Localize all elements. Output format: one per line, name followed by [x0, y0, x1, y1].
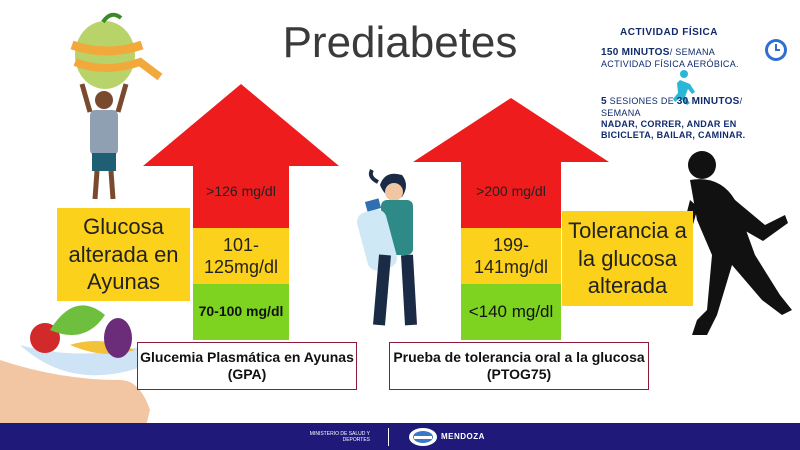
activity-minutes: 150 MINUTOS: [601, 47, 670, 58]
footer-bar: [0, 423, 800, 450]
runner-silhouette-icon: [680, 151, 792, 335]
left-red-arrow: [143, 84, 339, 229]
footer-province: MENDOZA: [441, 432, 485, 441]
activity-session-minutes: 30 MINUTOS: [676, 96, 740, 107]
right-mid-value: 199-141mg/dl: [461, 228, 561, 284]
footer-ministry: MINISTERIO DE SALUD Y DEPORTES: [309, 431, 370, 443]
right-test-label: Prueba de tolerancia oral a la glucosa (…: [389, 342, 649, 390]
left-mid-value: 101-125mg/dl: [193, 228, 289, 284]
clock-icon: [765, 39, 787, 61]
apple-measuring-tape-icon: [70, 12, 163, 89]
right-red-arrow: [413, 98, 609, 233]
woman-with-water-bottle-icon: [356, 169, 417, 326]
activity-line1: 150 MINUTOS/ SEMANA ACTIVIDAD FÍSICA AER…: [601, 47, 771, 70]
fruit-plate-icon: [0, 305, 170, 430]
mendoza-seal-icon: [409, 428, 437, 446]
man-holding-apple-icon: [79, 83, 129, 200]
activity-title: ACTIVIDAD FÍSICA: [620, 27, 718, 38]
activity-aerobic: ACTIVIDAD FÍSICA AERÓBICA.: [601, 59, 739, 69]
activity-slash: /: [739, 96, 743, 106]
left-test-label: Glucemia Plasmática en Ayunas (GPA): [137, 342, 357, 390]
activity-week: SEMANA: [601, 108, 641, 118]
left-condition-label: Glucosa alterada en Ayunas: [57, 208, 190, 301]
activity-per-week: / SEMANA: [669, 47, 716, 57]
right-high-value: >200 mg/dl: [476, 183, 546, 200]
right-condition-label: Tolerancia a la glucosa alterada: [562, 211, 693, 306]
activity-line2: 5 SESIONES DE 30 MINUTOS/ SEMANA NADAR, …: [601, 96, 781, 140]
left-high-value: >126 mg/dl: [206, 183, 276, 200]
right-low-value: <140 mg/dl: [461, 284, 561, 340]
activity-examples: NADAR, CORRER, ANDAR EN BICICLETA, BAILA…: [601, 118, 746, 140]
footer-divider: [388, 428, 389, 446]
running-person-icon: [673, 70, 695, 105]
left-low-value: 70-100 mg/dl: [193, 284, 289, 340]
page-title: Prediabetes: [282, 18, 518, 67]
activity-sessions-of: SESIONES DE: [606, 96, 677, 106]
activity-sessions-count: 5: [601, 96, 607, 107]
